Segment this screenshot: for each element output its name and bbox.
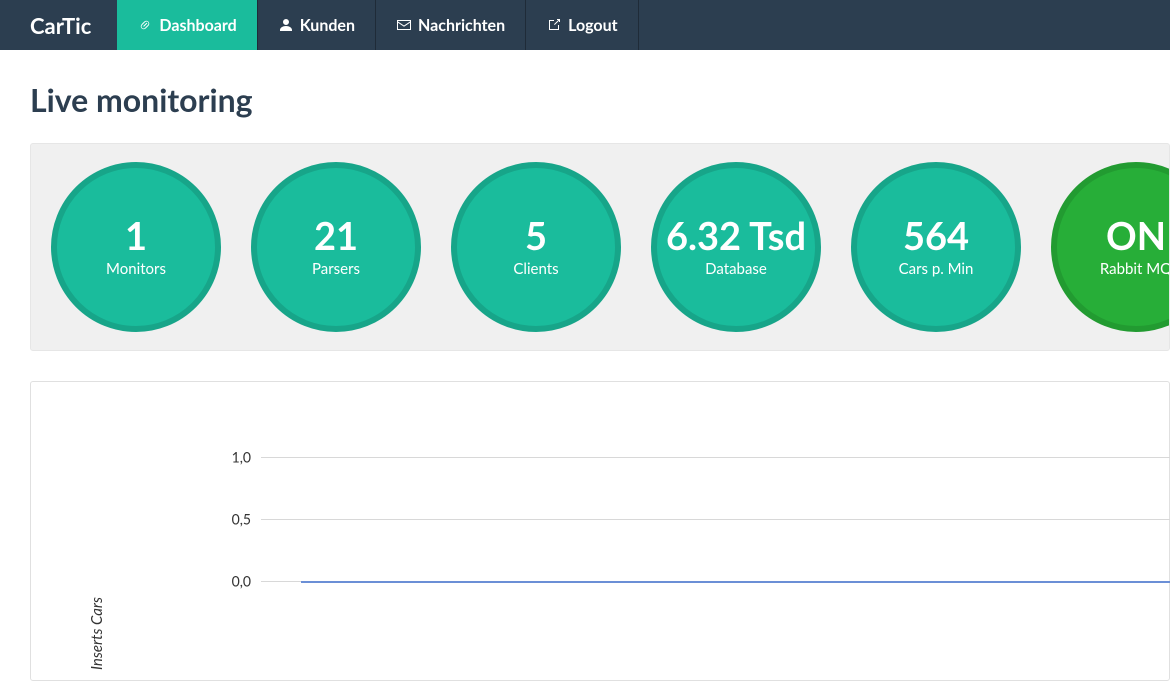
nav-nachrichten[interactable]: Nachrichten [376,0,526,50]
page-content: Live monitoring 1 Monitors 21 Parsers 5 … [0,50,1170,681]
chart-tick: 0,0 [221,573,251,590]
envelope-icon [396,17,412,33]
chart-gridline [261,519,1170,520]
stat-value: 21 [314,216,358,258]
chart-tick: 0,5 [221,511,251,528]
stat-parsers: 21 Parsers [251,162,421,332]
stat-rabbitmq: ON Rabbit MQ [1051,162,1170,332]
stats-panel: 1 Monitors 21 Parsers 5 Clients 6.32 Tsd… [30,143,1170,351]
stat-database: 6.32 Tsd Database [651,162,821,332]
stat-value: 564 [903,216,969,258]
nav-logout[interactable]: Logout [526,0,639,50]
stat-value: 1 [125,216,147,258]
nav-label: Nachrichten [418,16,505,35]
stat-value: ON [1106,216,1166,258]
stat-label: Monitors [106,260,166,278]
navbar: CarTic Dashboard Kunden Nachrichten Logo… [0,0,1170,50]
chart-data-line [301,581,1170,583]
link-icon [137,17,153,33]
stat-label: Database [705,260,767,278]
stat-clients: 5 Clients [451,162,621,332]
user-icon [278,17,294,33]
stat-value: 5 [525,216,547,258]
chart-gridline [261,457,1170,458]
chart-panel: Inserts Cars 1,0 0,5 0,0 [30,381,1170,681]
nav-label: Dashboard [159,16,236,35]
stat-value: 6.32 Tsd [666,216,806,258]
brand[interactable]: CarTic [0,0,117,50]
nav-dashboard[interactable]: Dashboard [117,0,257,50]
stat-label: Cars p. Min [899,260,974,278]
stat-label: Parsers [312,260,360,278]
stat-label: Rabbit MQ [1100,260,1170,278]
nav-label: Kunden [300,16,355,35]
stat-label: Clients [513,260,558,278]
nav-label: Logout [568,16,618,35]
external-icon [546,17,562,33]
chart-y-axis-label: Inserts Cars [88,597,106,670]
chart-area: 1,0 0,5 0,0 [201,457,1149,657]
page-title: Live monitoring [30,80,1170,119]
stat-cars-per-min: 564 Cars p. Min [851,162,1021,332]
chart-tick: 1,0 [221,449,251,466]
nav-kunden[interactable]: Kunden [258,0,376,50]
stat-monitors: 1 Monitors [51,162,221,332]
